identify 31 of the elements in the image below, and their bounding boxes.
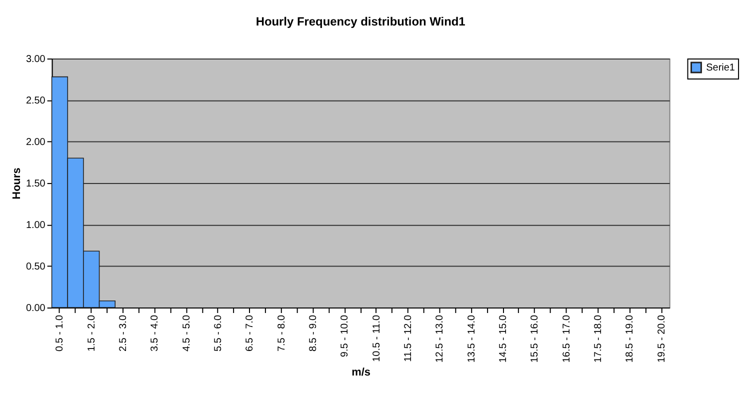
x-tick-label: 12.5 - 13.0 [434, 314, 446, 363]
x-tick-label: 3.5 - 4.0 [150, 314, 161, 352]
x-tick-label: 16.5 - 17.0 [561, 314, 572, 363]
y-tick-label: 3.00 [26, 54, 46, 66]
y-tick-label: 1.50 [26, 178, 46, 190]
x-tick-label: 2.5 - 3.0 [118, 314, 130, 352]
x-tick-label: 15.5 - 16.0 [530, 314, 541, 363]
chart-title: Hourly Frequency distribution Wind1 [256, 14, 466, 29]
x-tick-label: 11.5 - 12.0 [403, 314, 414, 362]
y-tick-label: 2.50 [26, 96, 46, 107]
x-tick-label: 13.5 - 14.0 [466, 314, 478, 363]
x-tick-label: 9.5 - 10.0 [340, 314, 351, 358]
x-tick-label: 0.5 - 1.0 [54, 314, 66, 352]
x-tick-label: 19.5 - 20.0 [656, 314, 668, 363]
x-tick-label: 4.5 - 5.0 [181, 314, 192, 352]
x-tick-label: 8.5 - 9.0 [308, 314, 320, 352]
x-tick-label: 18.5 - 19.0 [624, 314, 636, 363]
x-tick-label: 1.5 - 2.0 [86, 314, 98, 352]
x-axis-title: m/s [352, 366, 370, 379]
y-tick-label: 1.00 [26, 220, 46, 232]
y-tick-label: 0.50 [26, 262, 46, 273]
x-tick-label: 10.5 - 11.0 [371, 314, 382, 362]
y-tick-label: 2.00 [26, 137, 46, 148]
x-tick-label: 14.5 - 15.0 [498, 314, 510, 363]
x-tick-label: 6.5 - 7.0 [244, 314, 256, 352]
y-axis-title: Hours [10, 168, 23, 200]
y-tick-label: 0.00 [26, 303, 46, 314]
x-tick-label: 17.5 - 18.0 [593, 314, 604, 363]
legend-label: Serie1 [706, 62, 736, 74]
x-tick-label: 7.5 - 8.0 [276, 314, 288, 352]
x-tick-label: 5.5 - 6.0 [213, 314, 224, 352]
